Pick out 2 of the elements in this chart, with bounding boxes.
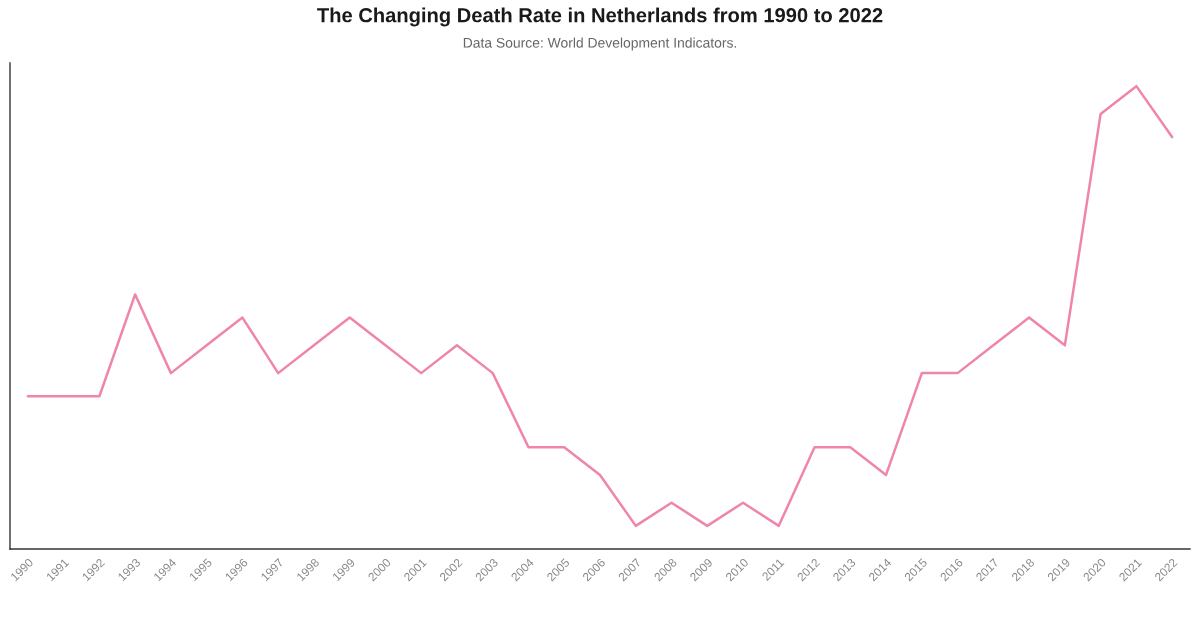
chart-subtitle: Data Source: World Development Indicators. <box>463 37 737 51</box>
chart-title: The Changing Death Rate in Netherlands from 1990 to 2022 <box>317 7 883 27</box>
